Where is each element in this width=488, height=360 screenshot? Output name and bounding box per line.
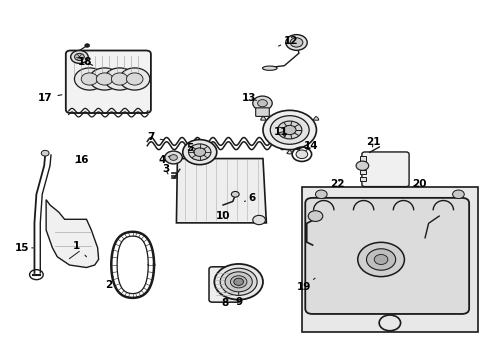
Text: 19: 19 — [296, 278, 314, 292]
Text: 3: 3 — [162, 164, 169, 174]
Circle shape — [74, 53, 84, 60]
Circle shape — [373, 255, 387, 265]
Circle shape — [355, 161, 368, 170]
Circle shape — [81, 73, 98, 85]
Wedge shape — [312, 116, 318, 120]
Circle shape — [74, 68, 104, 90]
FancyBboxPatch shape — [361, 152, 408, 186]
FancyBboxPatch shape — [255, 108, 269, 116]
Text: 13: 13 — [242, 93, 256, 103]
Circle shape — [126, 73, 142, 85]
Text: 7: 7 — [147, 132, 163, 142]
Circle shape — [252, 96, 272, 111]
Text: 9: 9 — [235, 293, 242, 307]
Circle shape — [357, 242, 404, 276]
Bar — [359, 177, 365, 181]
Text: 4: 4 — [158, 156, 169, 165]
Circle shape — [188, 144, 210, 160]
Text: 15: 15 — [15, 243, 33, 253]
Circle shape — [307, 211, 322, 221]
Text: 22: 22 — [330, 179, 345, 189]
Circle shape — [263, 111, 316, 150]
Circle shape — [84, 44, 89, 47]
Circle shape — [111, 73, 128, 85]
Circle shape — [452, 190, 463, 199]
Bar — [301, 187, 477, 332]
Circle shape — [283, 125, 295, 135]
Circle shape — [270, 116, 308, 144]
Text: 8: 8 — [221, 293, 228, 308]
Circle shape — [194, 148, 205, 157]
FancyBboxPatch shape — [66, 50, 151, 113]
Circle shape — [252, 215, 265, 225]
Text: 10: 10 — [215, 211, 229, 221]
Ellipse shape — [262, 66, 277, 70]
Circle shape — [231, 192, 239, 197]
Circle shape — [164, 151, 182, 164]
Circle shape — [277, 121, 301, 139]
Bar — [359, 163, 365, 167]
Circle shape — [285, 35, 306, 50]
Bar — [359, 170, 365, 174]
Bar — [359, 156, 365, 161]
Text: 5: 5 — [186, 143, 193, 153]
Circle shape — [230, 276, 246, 288]
Circle shape — [214, 264, 263, 300]
Circle shape — [220, 268, 257, 296]
Text: 21: 21 — [366, 138, 380, 148]
Text: 18: 18 — [78, 57, 93, 67]
Circle shape — [41, 150, 49, 156]
Text: 14: 14 — [304, 141, 318, 151]
Circle shape — [183, 140, 216, 165]
Text: 16: 16 — [74, 156, 89, 165]
Circle shape — [71, 50, 88, 63]
Text: 17: 17 — [38, 93, 62, 103]
Text: 20: 20 — [411, 179, 426, 189]
Polygon shape — [176, 158, 266, 223]
Circle shape — [289, 38, 302, 47]
Circle shape — [89, 68, 120, 90]
Text: 6: 6 — [244, 193, 255, 203]
Polygon shape — [46, 200, 99, 267]
Text: 11: 11 — [273, 127, 287, 137]
Text: 12: 12 — [278, 36, 297, 46]
Circle shape — [224, 272, 252, 292]
Circle shape — [295, 150, 307, 158]
Circle shape — [366, 249, 395, 270]
Circle shape — [120, 68, 149, 90]
Wedge shape — [286, 150, 292, 154]
Circle shape — [315, 190, 326, 199]
Circle shape — [257, 100, 267, 107]
Circle shape — [96, 73, 113, 85]
Circle shape — [169, 155, 177, 160]
FancyBboxPatch shape — [208, 267, 241, 302]
Circle shape — [233, 278, 243, 285]
Text: 1: 1 — [73, 241, 86, 257]
Wedge shape — [260, 116, 266, 120]
FancyBboxPatch shape — [305, 198, 468, 314]
Circle shape — [104, 68, 135, 90]
Text: 2: 2 — [104, 276, 113, 291]
